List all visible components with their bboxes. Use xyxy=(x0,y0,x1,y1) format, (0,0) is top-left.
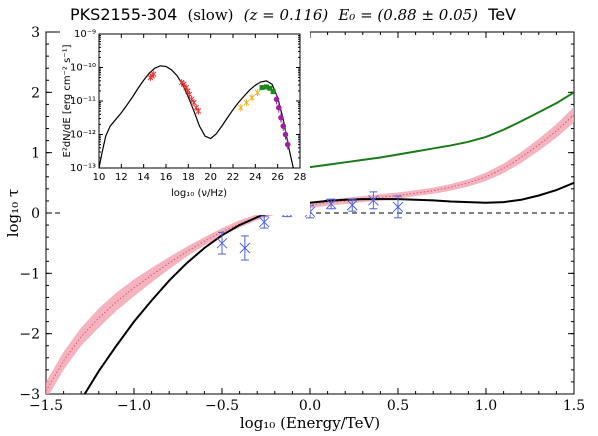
x-marker-stroke xyxy=(368,194,379,206)
x-tick-label: 1.0 xyxy=(475,398,497,414)
sed-point xyxy=(273,94,280,105)
y-tick-label: −1 xyxy=(19,266,40,282)
main-x-ticks: −1.5 −1.0 −0.5 0.0 0.5 1.0 1.5 xyxy=(29,32,585,414)
x-marker-stroke xyxy=(216,237,228,249)
main-y-axis-label: log₁₀ τ xyxy=(4,189,22,238)
data-point xyxy=(325,198,337,210)
inset-y-tick-label: 10⁻¹³ xyxy=(70,163,96,174)
inset-y-tick-label: 10⁻¹⁰ xyxy=(70,63,96,74)
x-marker-stroke xyxy=(258,216,270,228)
x-tick-label: −1.0 xyxy=(117,398,151,414)
inset-x-tick-label: 20 xyxy=(204,172,217,183)
inset-x-tick-label: 22 xyxy=(227,172,240,183)
title-redshift: (z = 0.116) xyxy=(244,6,329,24)
title-threshold: E₀ = (0.88 ± 0.05) xyxy=(337,6,478,24)
y-tick-label: 3 xyxy=(31,25,40,41)
sed-point xyxy=(243,99,250,107)
inset-y-ticks: 10⁻¹³ 10⁻¹² 10⁻¹¹ 10⁻¹⁰ 10⁻⁹ xyxy=(70,29,300,174)
sed-point xyxy=(280,121,287,132)
circle-marker xyxy=(284,141,291,148)
x-marker-stroke xyxy=(325,198,337,210)
inset-x-tick-label: 28 xyxy=(294,172,307,183)
sed-point xyxy=(267,85,273,91)
inset-plot: 10 12 14 16 18 20 22 24 26 28 10⁻¹³10⁻¹²10⁻¹¹10⁻¹… xyxy=(60,29,310,215)
sed-point xyxy=(282,129,289,140)
sed-point xyxy=(275,102,282,113)
y-tick-label: 1 xyxy=(31,146,40,162)
sed-point xyxy=(270,89,276,95)
sed-point xyxy=(193,104,200,112)
inset-y-axis-label: E²dN/dE [erg cm⁻² s⁻¹] xyxy=(62,44,73,157)
x-tick-label: 1.5 xyxy=(563,398,585,414)
inset-x-tick-label: 12 xyxy=(115,172,128,183)
circle-marker xyxy=(278,114,284,121)
x-tick-label: 0.5 xyxy=(387,398,409,414)
data-point xyxy=(392,195,404,219)
inset-plot-background xyxy=(60,30,310,215)
title-state: (slow) xyxy=(187,6,233,24)
title-unit: TeV xyxy=(487,5,516,24)
sed-point xyxy=(259,85,265,91)
inset-x-axis-label: log₁₀ (ν/Hz) xyxy=(171,188,227,199)
x-tick-label: −0.5 xyxy=(205,398,239,414)
sed-point xyxy=(264,84,269,90)
data-point xyxy=(239,235,251,261)
inset-y-tick-label: 10⁻⁹ xyxy=(74,29,96,40)
inset-plot-content xyxy=(99,65,294,168)
inset-x-tick-label: 24 xyxy=(249,172,262,183)
x-marker-stroke xyxy=(239,242,251,254)
data-point xyxy=(346,198,358,212)
x-tick-label: −1.5 xyxy=(29,398,63,414)
x-marker-stroke xyxy=(392,201,404,213)
sed-point xyxy=(249,94,255,102)
sed-model-line xyxy=(99,65,294,168)
chart-title: PKS2155-304 (slow) (z = 0.116) E₀ = (0.8… xyxy=(70,5,516,24)
circle-marker xyxy=(282,131,289,138)
inset-y-tick-label: 10⁻¹² xyxy=(70,130,96,141)
sed-point xyxy=(254,89,261,97)
y-tick-label: 0 xyxy=(31,206,40,222)
inset-y-tick-label: 10⁻¹¹ xyxy=(70,96,96,107)
sed-point xyxy=(188,95,195,103)
inset-x-tick-label: 18 xyxy=(182,172,195,183)
sed-point xyxy=(237,104,244,112)
y-tick-label: −3 xyxy=(19,387,40,403)
inset-x-tick-label: 10 xyxy=(93,172,106,183)
circle-marker xyxy=(280,123,287,129)
sed-point xyxy=(284,139,291,150)
green-model-line xyxy=(309,91,574,169)
inset-x-ticks: 10 12 14 16 18 20 22 24 26 28 xyxy=(93,34,307,183)
sed-point xyxy=(278,112,284,123)
y-tick-label: 2 xyxy=(31,85,40,101)
sed-point xyxy=(150,70,157,78)
main-x-axis-label: log₁₀ (Energy/TeV) xyxy=(240,414,380,432)
x-tick-label: 0.0 xyxy=(299,398,321,414)
sed-point xyxy=(181,80,187,88)
inset-x-tick-label: 14 xyxy=(137,172,150,183)
data-point xyxy=(216,231,228,255)
sed-point xyxy=(195,107,202,115)
data-point xyxy=(258,215,270,229)
y-tick-label: −2 xyxy=(19,327,40,343)
x-marker-stroke xyxy=(346,199,358,211)
data-point xyxy=(368,191,379,210)
svg-text:PKS2155-304 (slow): PKS2155-304 (slow) (z = 0.116) E₀ = (0.8… xyxy=(70,5,516,24)
title-source: PKS2155-304 xyxy=(70,5,177,24)
circle-marker xyxy=(275,104,282,111)
circle-marker xyxy=(273,96,280,103)
inset-x-tick-label: 16 xyxy=(160,172,173,183)
inset-x-tick-label: 26 xyxy=(271,172,284,183)
